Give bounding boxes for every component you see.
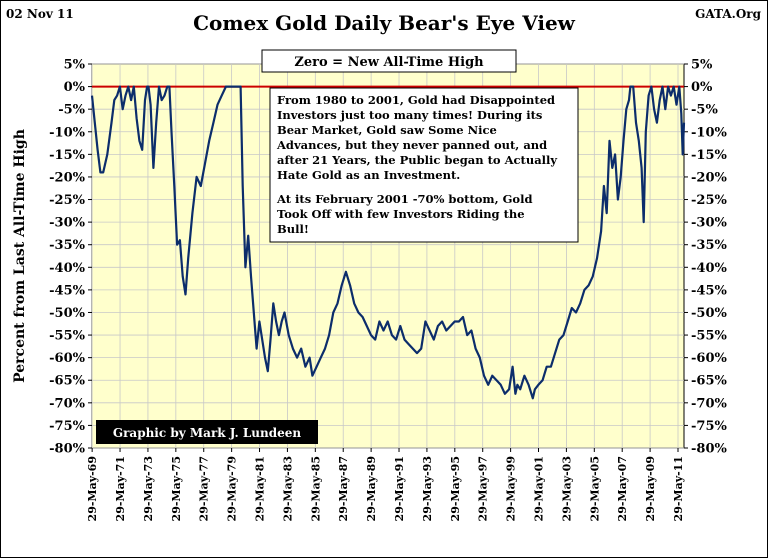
y-tick-label-left: -10% [49,125,85,140]
y-tick-label-right: -5% [691,103,718,118]
annotation-line-8: Took Off with few Investors Riding the [277,207,525,221]
y-tick-label-left: -80% [49,442,85,457]
annotation-line-4: Advances, but they never panned out, and [276,138,547,152]
y-tick-label-left: -40% [49,261,85,276]
y-tick-label-left: -20% [49,170,85,185]
annotation-box [269,87,579,243]
annotation-line-5: after 21 Years, the Public began to Actu… [277,153,557,167]
y-tick-label-left: -25% [49,193,85,208]
y-axis-right: 5% 0% -5% -10% -15% -20% -25% -30% -35% -40% -45% -… [684,58,727,457]
x-tick-label: 29-May-95 [449,456,462,521]
x-tick-label: 29-May-97 [477,456,490,521]
x-tick-label: 29-May-69 [86,456,99,521]
y-tick-label-right: -75% [691,419,727,434]
y-tick-label-right: -40% [691,261,727,276]
x-tick-label: 29-May-77 [198,456,211,521]
y-tick-label-left: -60% [49,351,85,366]
series-line-gold [90,85,686,400]
y-tick-label-left: 0% [64,80,86,95]
y-tick-label-right: -65% [691,374,727,389]
x-tick-label: 29-May-83 [281,456,294,521]
credit-box [96,420,318,444]
x-tick-label: 29-May-05 [588,456,601,521]
x-tick-label: 29-May-87 [337,456,350,521]
x-tick-label: 29-May-75 [170,456,183,521]
y-tick-label-right: -50% [691,306,727,321]
x-tick-label: 29-May-99 [505,456,518,521]
y-tick-label-right: -35% [691,238,727,253]
y-tick-label-right: 5% [691,58,713,73]
y-tick-label-right: -55% [691,329,727,344]
y-tick-label-left: -15% [49,148,85,163]
legend-box [261,49,517,73]
source-label: GATA.Org [695,7,761,21]
y-tick-label-right: -20% [691,170,727,185]
annotation-line-7: At its February 2001 -70% bottom, Gold [276,192,533,206]
y-tick-label-left: -75% [49,419,85,434]
credit-text: Graphic by Mark J. Lundeen [113,426,302,440]
annotation-line-1: From 1980 to 2001, Gold had Disappointed [277,93,555,107]
x-tick-label: 29-May-79 [226,456,239,521]
annotation-line-3: Bear Market, Gold saw Some Nice [277,123,497,137]
y-tick-label-right: -15% [691,148,727,163]
y-tick-label-left: -45% [49,283,85,298]
y-tick-label-left: 5% [64,58,86,73]
x-axis: 29-May-69 29-May-71 29-May-73 29-May-75 29-M… [86,448,685,521]
legend-text: Zero = New All-Time High [294,55,484,70]
x-tick-label: 29-May-01 [533,456,546,521]
date-label: 02 Nov 11 [6,7,74,21]
x-tick-label: 29-May-81 [254,456,267,521]
y-tick-label-right: -30% [691,216,727,231]
chart-title: Comex Gold Daily Bear's Eye View [193,11,576,35]
x-tick-label: 29-May-11 [672,456,685,521]
y-tick-label-right: -70% [691,396,727,411]
y-tick-label-left: -50% [49,306,85,321]
x-tick-label: 29-May-73 [142,456,155,521]
x-tick-label: 29-May-85 [309,456,322,521]
x-tick-label: 29-May-93 [421,456,434,521]
y-tick-label-right: -60% [691,351,727,366]
x-tick-label: 29-May-71 [114,456,127,521]
annotation-line-6: Hate Gold as an Investment. [277,168,460,182]
y-tick-label-left: -35% [49,238,85,253]
y-axis-label: Percent from Last All-Time High [12,129,28,383]
y-axis-left: 5% 0% -5% -10% -15% -20% -25% -30% -35% -40% -45% -… [49,58,92,457]
y-tick-label-right: -80% [691,442,727,457]
y-tick-label-right: 0% [691,80,713,95]
y-tick-label-left: -70% [49,396,85,411]
x-tick-label: 29-May-03 [560,456,573,521]
y-tick-label-left: -30% [49,216,85,231]
annotation-line-2: Investors just too many times! During it… [277,108,542,122]
x-tick-label: 29-May-07 [616,456,629,521]
y-tick-label-left: -65% [49,374,85,389]
x-tick-label: 29-May-09 [644,456,657,521]
y-tick-label-right: -45% [691,283,727,298]
y-tick-label-left: -55% [49,329,85,344]
annotation-line-9: Bull! [277,222,309,236]
x-tick-label: 29-May-89 [365,456,378,521]
y-tick-label-right: -10% [691,125,727,140]
annotation-text: From 1980 to 2001, Gold had Disappointed… [276,93,557,236]
y-tick-label-left: -5% [58,103,85,118]
y-tick-label-right: -25% [691,193,727,208]
x-tick-label: 29-May-91 [393,456,406,521]
